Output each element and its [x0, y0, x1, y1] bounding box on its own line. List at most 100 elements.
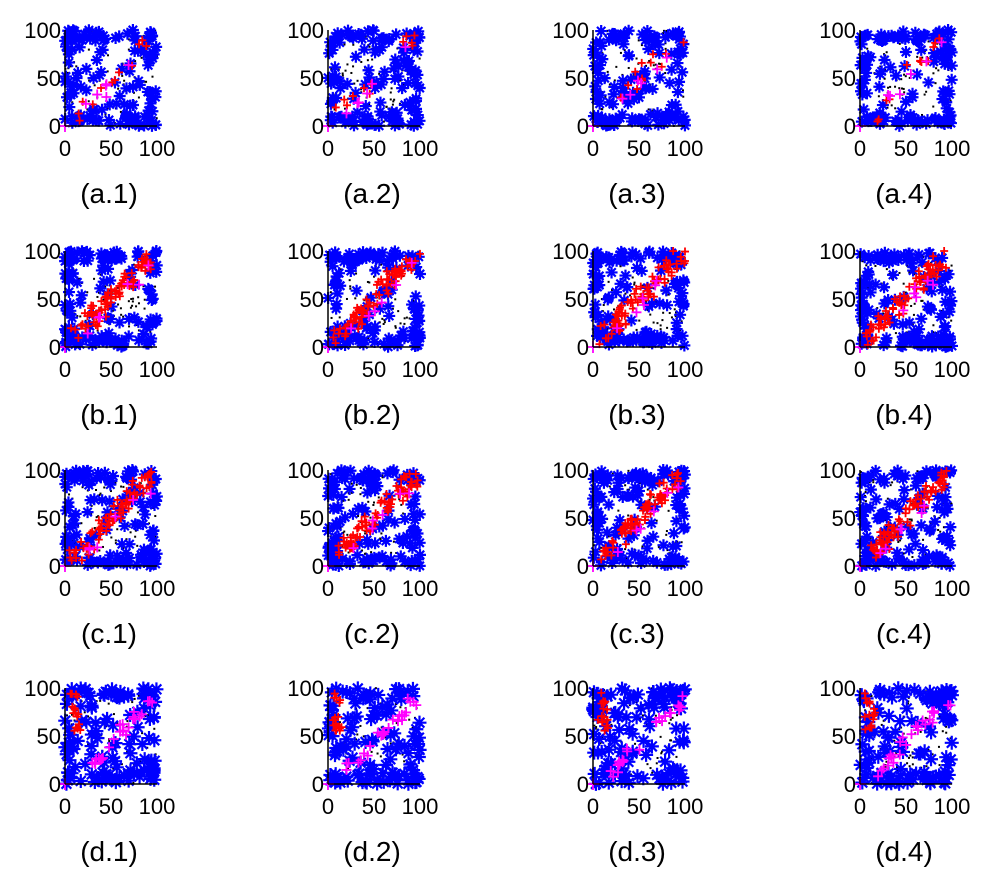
scatter-point-black: [645, 64, 648, 67]
scatter-point-blue: [603, 96, 616, 109]
scatter-point-black: [634, 742, 637, 745]
scatter-point-blue: [622, 50, 635, 63]
plot-area: [59, 464, 163, 572]
scatter-point-magenta: [916, 507, 927, 518]
scatter-point-black: [652, 496, 655, 499]
scatter-point-blue: [856, 88, 869, 101]
scatter-point-blue: [105, 682, 120, 697]
scatter-point-black: [131, 701, 134, 704]
scatter-point-blue: [630, 687, 645, 702]
x-tick-label: 50: [362, 794, 386, 819]
scatter-point-blue: [355, 251, 368, 264]
scatter-point-blue: [326, 260, 339, 273]
scatter-point-blue: [132, 75, 145, 88]
scatter-point-black: [910, 518, 913, 521]
scatter-point-black: [394, 326, 397, 329]
scatter-point-blue: [132, 769, 147, 784]
scatter-point-red: [867, 723, 876, 732]
scatter-point-blue: [343, 482, 356, 495]
scatter-point-black: [355, 483, 358, 486]
scatter-point-blue: [917, 744, 932, 759]
scatter-point-blue: [855, 115, 868, 128]
scatter-point-blue: [905, 257, 918, 270]
y-tick-label: 50: [300, 66, 324, 91]
scatter-point-blue: [678, 509, 691, 522]
scatter-point-blue: [859, 534, 872, 547]
scatter-point-blue: [855, 304, 868, 317]
y-tick-label: 50: [565, 66, 589, 91]
scatter-point-red: [676, 477, 685, 486]
scatter-point-red: [599, 704, 608, 713]
scatter-point-black: [633, 281, 636, 284]
scatter-point-blue: [368, 324, 381, 337]
x-tick-label: 0: [322, 136, 334, 161]
scatter-point-blue: [324, 97, 337, 110]
scatter-point-black: [608, 83, 611, 86]
scatter-point-blue: [144, 764, 159, 779]
scatter-point-red: [343, 101, 352, 110]
scatter-point-magenta: [885, 90, 896, 101]
scatter-point-black: [346, 533, 349, 536]
scatter-point-blue: [865, 469, 878, 482]
scatter-point-red: [679, 38, 688, 47]
scatter-point-black: [648, 60, 651, 63]
scatter-point-blue: [149, 552, 162, 565]
scatter-point-black: [330, 316, 333, 319]
y-tick-label: 50: [565, 506, 589, 531]
x-tick-label: 0: [322, 794, 334, 819]
scatter-point-blue: [937, 775, 952, 790]
scatter-point-blue: [129, 34, 142, 47]
scatter-point-blue: [666, 334, 679, 347]
scatter-point-blue: [893, 714, 908, 729]
scatter-point-black: [894, 85, 897, 88]
scatter-point-red: [669, 247, 678, 256]
scatter-point-blue: [59, 70, 72, 83]
scatter-point-blue: [646, 479, 659, 492]
scatter-point-blue: [73, 41, 86, 54]
scatter-point-blue: [137, 46, 150, 59]
scatter-point-blue: [394, 550, 407, 563]
scatter-point-red: [348, 92, 357, 101]
scatter-point-black: [886, 106, 889, 109]
scatter-point-blue: [408, 303, 421, 316]
scatter-point-red: [127, 269, 136, 278]
scatter-point-black: [593, 724, 596, 727]
scatter-point-black: [379, 755, 382, 758]
scatter-point-black: [908, 518, 911, 521]
scatter-point-blue: [331, 287, 344, 300]
scatter-point-blue: [589, 92, 602, 105]
scatter-point-blue: [616, 108, 629, 121]
scatter-point-black: [639, 298, 642, 301]
scatter-point-black: [136, 544, 139, 547]
scatter-point-blue: [105, 474, 118, 487]
scatter-point-blue: [855, 277, 868, 290]
scatter-point-black: [96, 295, 99, 298]
scatter-point-blue: [873, 512, 886, 525]
scatter-point-red: [939, 471, 948, 480]
scatter-point-blue: [937, 328, 950, 341]
scatter-point-blue: [327, 489, 340, 502]
scatter-point-magenta: [883, 89, 894, 100]
scatter-point-blue: [887, 317, 900, 330]
scatter-point-red: [330, 326, 339, 335]
scatter-point-blue: [917, 765, 932, 780]
scatter-point-red: [869, 704, 878, 713]
scatter-point-red: [360, 512, 369, 521]
scatter-point-blue: [115, 334, 128, 347]
scatter-point-black: [391, 103, 394, 106]
scatter-point-blue: [356, 501, 369, 514]
panel-caption: (d.4): [875, 836, 933, 867]
scatter-point-red: [74, 109, 83, 118]
scatter-point-black: [659, 62, 662, 65]
scatter-point-blue: [104, 771, 119, 786]
scatter-point-blue: [380, 555, 393, 568]
scatter-point-blue: [113, 684, 128, 699]
scatter-point-black: [607, 535, 610, 538]
y-tick-label: 0: [844, 114, 856, 139]
scatter-point-blue: [590, 36, 603, 49]
scatter-point-blue: [885, 313, 898, 326]
scatter-point-black: [153, 727, 156, 730]
scatter-point-blue: [943, 333, 956, 346]
scatter-point-black: [898, 42, 901, 45]
scatter-point-black: [866, 47, 869, 50]
